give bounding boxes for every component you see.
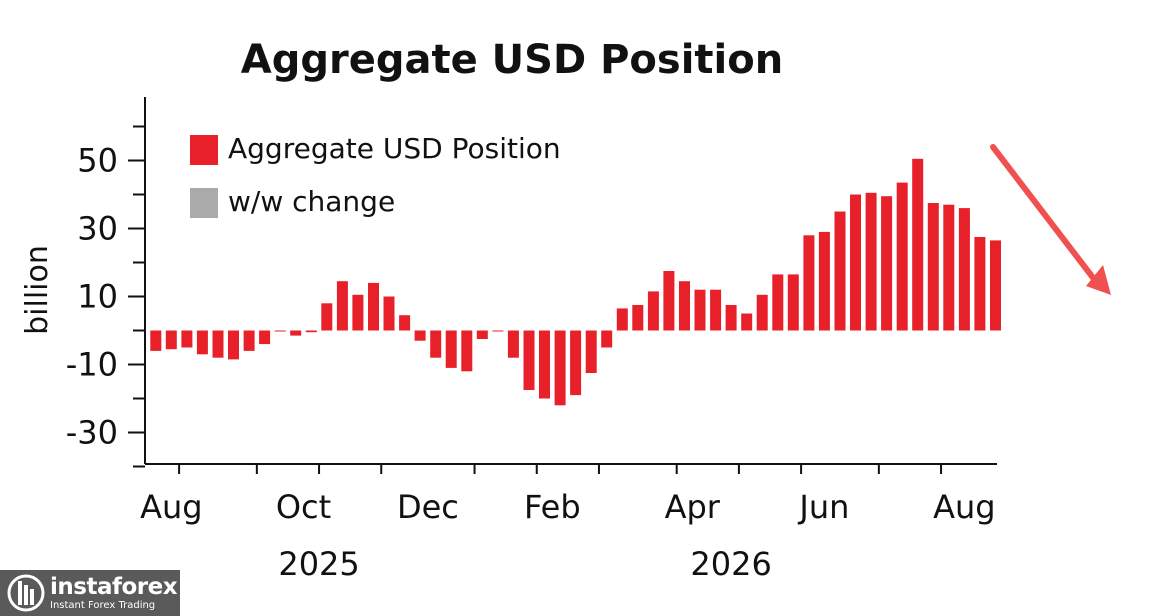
y-ticks: 50 30 10 -10 -30 (66, 125, 145, 468)
x-month-label: Feb (524, 488, 581, 526)
bar (958, 208, 970, 331)
bar (554, 330, 566, 406)
x-month-label: Oct (276, 488, 331, 526)
bar (430, 330, 442, 358)
bar (274, 330, 286, 332)
bar (539, 330, 550, 399)
bar (399, 315, 411, 331)
bar (150, 330, 162, 351)
instaforex-logo-text: instaforex Instant Forex Trading (50, 573, 178, 611)
bar (616, 308, 628, 331)
bar (383, 296, 395, 331)
y-axis-label: billion (20, 245, 55, 335)
x-year-label: 2025 (278, 545, 359, 583)
legend-swatch-position (190, 135, 218, 165)
bar (647, 291, 659, 331)
bar (927, 203, 939, 331)
trend-arrow-head-icon (1086, 265, 1111, 295)
bar (974, 237, 986, 331)
bar (772, 274, 784, 331)
legend-label-position: Aggregate USD Position (228, 132, 561, 165)
bar (585, 330, 597, 373)
bar (414, 330, 426, 341)
bar (694, 289, 706, 331)
bar (196, 330, 208, 355)
bar (476, 330, 488, 339)
instaforex-logo: instaforex Instant Forex Trading (0, 570, 180, 616)
bar (741, 313, 753, 331)
bar (601, 330, 613, 348)
y-tick-label: 10 (77, 278, 118, 316)
trend-arrow (990, 144, 1111, 295)
chart-title: Aggregate USD Position (241, 37, 783, 83)
bar (290, 330, 302, 336)
bar (570, 330, 582, 396)
bar (461, 330, 473, 372)
y-tick-label: 30 (77, 210, 118, 248)
bar (507, 330, 519, 358)
bar (336, 281, 348, 331)
bar (865, 192, 877, 331)
bar (368, 282, 379, 331)
bar (803, 235, 815, 331)
bar (710, 289, 722, 331)
bar (165, 330, 177, 350)
bars (150, 158, 1001, 406)
bar (523, 330, 535, 390)
bar (259, 330, 271, 345)
y-tick-label: -10 (66, 346, 118, 384)
bar (943, 204, 955, 331)
y-tick-label: -30 (66, 414, 118, 452)
bar (228, 330, 239, 360)
trend-arrow-shaft (990, 144, 1097, 282)
bar (725, 305, 737, 331)
bar (679, 281, 690, 331)
legend-label-change: w/w change (228, 185, 395, 218)
legend-swatch-change (190, 188, 218, 218)
bar (663, 271, 675, 331)
bar (756, 294, 768, 331)
x-month-label: Dec (397, 488, 459, 526)
x-month-label: Aug (140, 488, 202, 526)
legend: Aggregate USD Position w/w change (190, 132, 561, 218)
bar (445, 330, 457, 368)
x-ticks: Aug Oct Dec Feb Apr Jun Aug 2025 2026 (140, 464, 996, 583)
bar (352, 294, 364, 331)
bar (896, 182, 908, 331)
bar (212, 330, 224, 358)
bar (305, 330, 317, 333)
x-month-label: Jun (797, 488, 849, 526)
bar (818, 231, 830, 331)
bar (492, 330, 504, 332)
bar (834, 211, 846, 331)
x-month-label: Apr (665, 488, 721, 526)
y-tick-label: 50 (77, 142, 118, 180)
bar (912, 158, 924, 331)
bar (181, 330, 193, 348)
bar (990, 240, 1001, 331)
bar (850, 194, 861, 331)
x-year-label: 2026 (690, 545, 771, 583)
x-month-label: Aug (933, 488, 995, 526)
instaforex-logo-icon (7, 574, 45, 612)
bar (881, 196, 893, 331)
bar (243, 330, 255, 351)
bar (321, 303, 333, 331)
bar (787, 274, 799, 331)
bar (632, 305, 644, 331)
